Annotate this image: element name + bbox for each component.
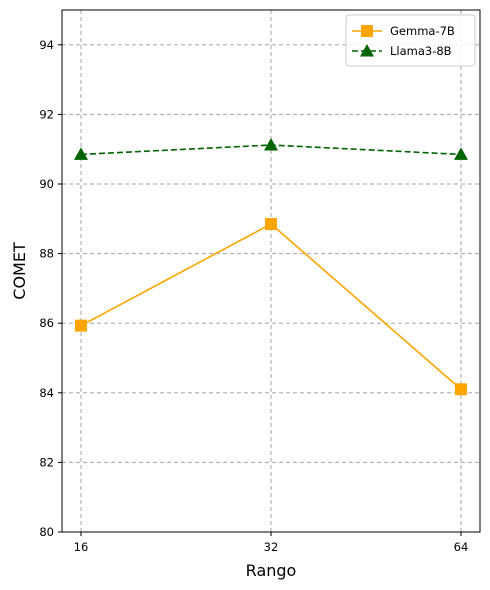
x-tick-label: 16 <box>74 540 89 554</box>
legend: Gemma-7B Llama3-8B <box>345 14 476 67</box>
legend-label: Gemma-7B <box>390 24 455 38</box>
legend-marker <box>361 25 373 37</box>
x-tick-label: 32 <box>264 540 279 554</box>
data-point <box>455 383 467 396</box>
y-tick-label: 86 <box>39 316 54 330</box>
series-llama3-8b <box>74 138 468 160</box>
series-gemma-7b <box>75 218 467 396</box>
x-axis-label: Rango <box>246 561 297 580</box>
data-point <box>74 147 88 160</box>
data-point <box>264 138 278 151</box>
y-tick-label: 82 <box>39 455 54 469</box>
y-tick-label: 92 <box>39 107 54 121</box>
plot-series <box>74 138 468 396</box>
legend-label: Llama3-8B <box>390 44 452 58</box>
y-tick-label: 84 <box>39 386 54 400</box>
y-tick-label: 90 <box>39 177 54 191</box>
grid <box>62 10 480 532</box>
legend-marker <box>360 44 374 57</box>
x-tick-label: 64 <box>454 540 469 554</box>
legend-box <box>345 14 476 67</box>
data-point <box>75 319 87 332</box>
y-tick-label: 94 <box>39 38 54 52</box>
axis-ticks: 16 32 64 80 82 84 86 88 90 92 94 <box>39 38 468 554</box>
y-tick-label: 88 <box>39 247 54 261</box>
y-tick-label: 80 <box>39 525 54 539</box>
data-point <box>454 147 468 160</box>
data-point <box>265 218 277 231</box>
y-axis-label: COMET <box>10 242 29 300</box>
